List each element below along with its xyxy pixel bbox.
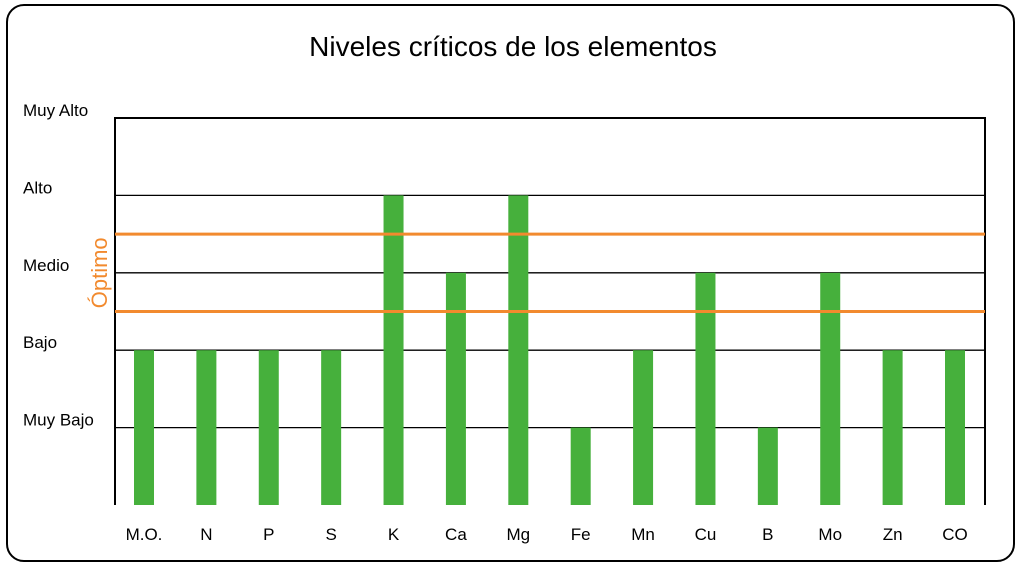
x-tick-label: S <box>325 525 336 544</box>
bar-n <box>196 350 217 505</box>
x-tick-label: B <box>762 525 773 544</box>
x-tick-label: Mo <box>818 525 842 544</box>
x-tick-label: Ca <box>445 525 467 544</box>
bar-p <box>258 350 279 505</box>
x-tick-label: Mg <box>506 525 530 544</box>
optimal-band <box>115 232 985 313</box>
bar-s <box>321 350 342 505</box>
chart-title: Niveles críticos de los elementos <box>309 31 717 62</box>
y-tick-label: Alto <box>23 178 52 197</box>
bar-mo <box>134 350 154 505</box>
y-axis-tick-labels: Muy Bajo Bajo Medio Alto Muy Alto <box>23 101 94 430</box>
x-tick-label: Mn <box>631 525 655 544</box>
bar-fe <box>570 427 591 505</box>
x-tick-label: CO <box>942 525 968 544</box>
x-tick-label: N <box>200 525 212 544</box>
bar-k <box>383 195 404 505</box>
x-tick-label: P <box>263 525 274 544</box>
optimal-band-label: Óptimo <box>87 237 112 308</box>
y-tick-label: Bajo <box>23 333 57 352</box>
y-tick-label: Medio <box>23 256 69 275</box>
bar-mg <box>508 195 529 505</box>
bar-ca <box>445 272 466 505</box>
x-tick-label: M.O. <box>126 525 163 544</box>
x-axis-tick-labels: M.O. N P S K Ca Mg Fe Mn Cu B Mo Zn CO <box>126 525 968 544</box>
y-tick-label: Muy Bajo <box>23 411 94 430</box>
bar-mn <box>633 350 654 505</box>
x-tick-label: Zn <box>883 525 903 544</box>
bar-cu <box>695 272 716 505</box>
bar-mo <box>820 272 841 505</box>
bar-zn <box>882 350 903 505</box>
chart-bars <box>134 195 965 505</box>
bar-b <box>757 427 778 505</box>
y-tick-label: Muy Alto <box>23 101 88 120</box>
x-tick-label: Cu <box>695 525 717 544</box>
x-tick-label: K <box>388 525 400 544</box>
x-tick-label: Fe <box>571 525 591 544</box>
bar-co <box>945 350 965 505</box>
